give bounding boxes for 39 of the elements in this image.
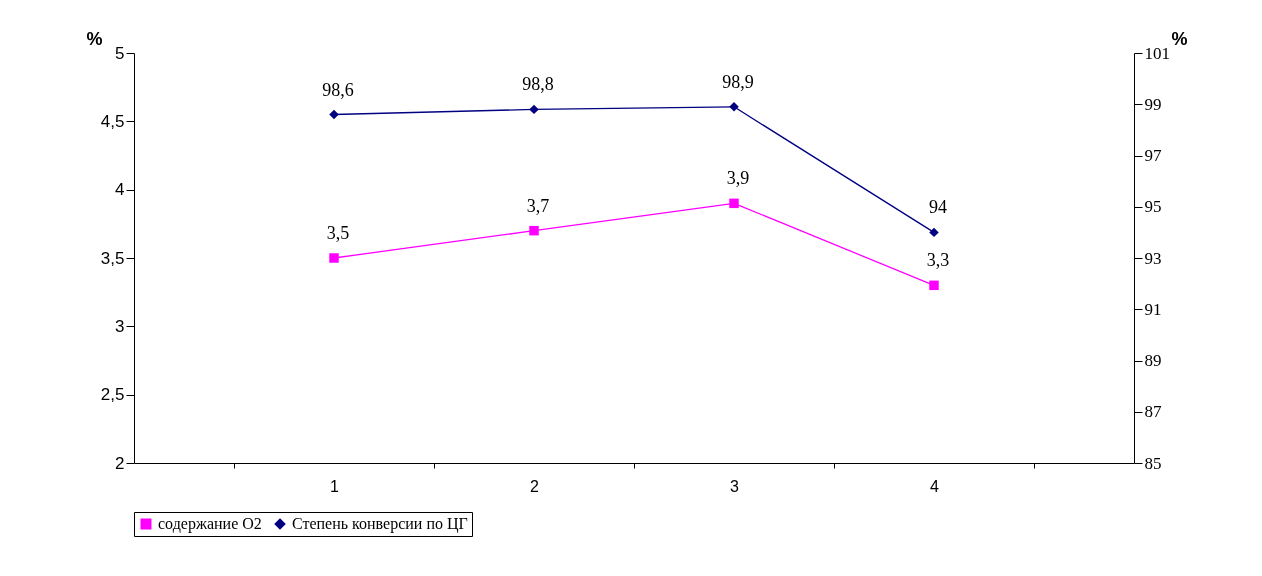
point [329,253,339,263]
y2-tick-label: 91 [1144,299,1162,319]
point [729,198,739,209]
y-tick-label: 4,5 [100,111,125,131]
data-label: 3,3 [926,250,950,271]
point [529,104,539,115]
y2-axis-title: % [1171,28,1188,49]
point [329,109,339,120]
x-tick-label: 3 [730,477,740,495]
point [929,280,939,291]
y2-tick-label: 93 [1144,248,1162,268]
y2-tick-label: 95 [1144,197,1162,217]
y-tick-label: 3 [115,316,125,336]
y-tick-label: 5 [115,43,125,63]
x-tick-label: 4 [930,477,940,495]
y-axis-title: % [86,28,103,49]
data-label: 3,5 [326,223,350,243]
y2-tick-label: 85 [1144,453,1162,473]
data-label: 98,6 [322,79,354,100]
x-tick-label: 2 [530,477,540,495]
y-tick-label: 2 [115,453,125,473]
y2-tick-label: 89 [1144,351,1162,370]
x-tick-label: 1 [330,477,340,495]
point [529,225,539,236]
legend-label: Степень конверсии по ЦГ [292,515,468,533]
data-label: 3,7 [526,195,550,216]
data-label: 98,8 [522,74,554,95]
point [929,227,939,238]
y2-tick-label: 99 [1144,94,1162,114]
y2-tick-label: 97 [1144,146,1162,165]
y-tick-label: 3,5 [100,248,125,268]
data-label: 94 [929,197,947,218]
legend-label: содержание O2 [158,515,262,533]
y-tick-label: 2,5 [100,385,125,405]
data-label: 98,9 [722,71,754,92]
y2-tick-label: 101 [1144,43,1170,63]
y2-tick-label: 87 [1144,402,1162,422]
data-label: 3,9 [726,168,750,189]
y-tick-label: 4 [115,180,125,200]
